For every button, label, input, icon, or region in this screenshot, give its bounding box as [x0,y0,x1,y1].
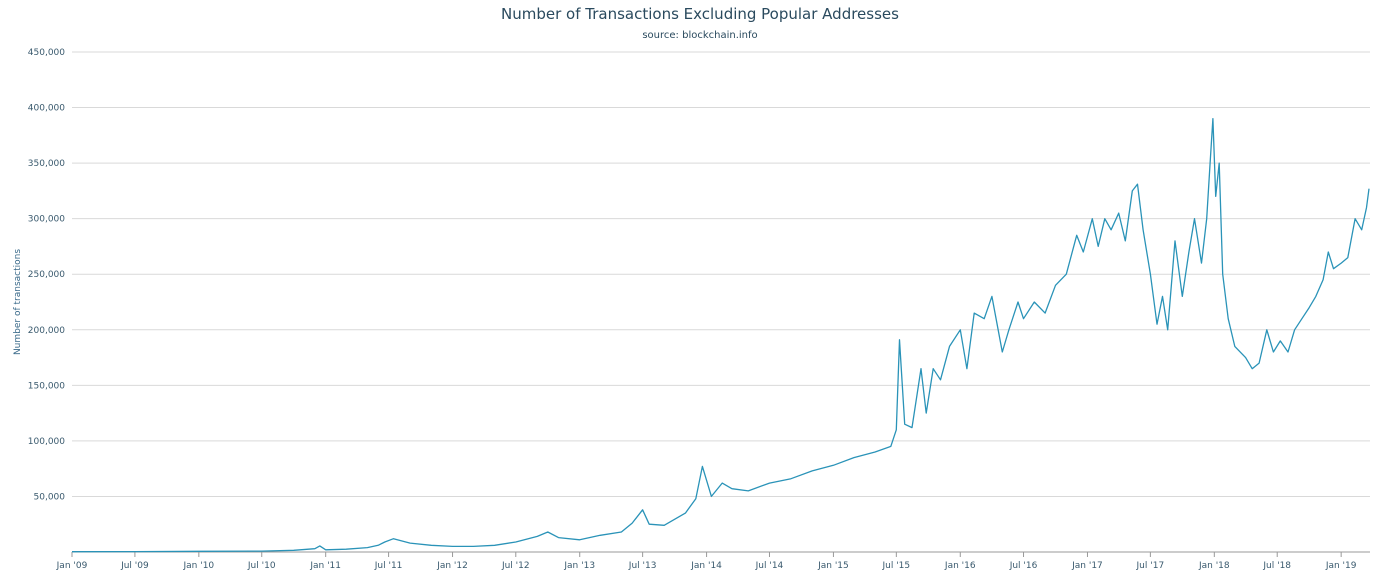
chart-title: Number of Transactions Excluding Popular… [501,5,899,23]
x-tick-label: Jul '18 [1262,561,1291,571]
y-axis-label: Number of transactions [13,249,23,355]
x-tick-label: Jan '19 [1325,561,1357,571]
x-tick-label: Jul '14 [755,561,784,571]
x-tick-label: Jan '13 [563,561,595,571]
x-tick-label: Jan '10 [183,561,215,571]
x-tick-label: Jul '10 [247,561,276,571]
x-tick-label: Jul '16 [1009,561,1038,571]
x-tick-label: Jul '17 [1136,561,1165,571]
x-tick-label: Jan '17 [1071,561,1103,571]
y-tick-label: 150,000 [28,381,65,391]
y-tick-label: 50,000 [34,492,66,502]
y-tick-label: 350,000 [28,159,65,169]
x-tick-label: Jan '09 [56,561,88,571]
y-tick-label: 200,000 [28,326,65,336]
x-axis-ticks: Jan '09 Jul '09 Jan '10 Jul '10 Jan '11 Jul '… [56,552,1357,571]
gridlines [72,51,1370,497]
x-tick-label: Jan '18 [1198,561,1230,571]
y-axis-ticks: 50,000 100,000 150,000 200,000 250,000 300,00… [28,48,65,502]
x-tick-label: Jan '16 [944,561,976,571]
chart-subtitle: source: blockchain.info [642,30,757,41]
x-tick-label: Jan '15 [817,561,849,571]
x-tick-label: Jan '11 [309,561,341,571]
x-tick-label: Jul '15 [881,561,910,571]
y-tick-label: 100,000 [28,437,65,447]
x-tick-label: Jul '11 [374,561,403,571]
x-tick-label: Jan '12 [436,561,468,571]
x-tick-label: Jul '12 [501,561,530,571]
x-tick-label: Jul '09 [120,561,149,571]
series-line-transactions [71,118,1370,553]
y-tick-label: 300,000 [28,215,65,225]
x-tick-label: Jul '13 [628,561,657,571]
y-tick-label: 250,000 [28,270,65,280]
x-tick-label: Jan '14 [690,561,722,571]
y-tick-label: 450,000 [28,48,65,58]
y-tick-label: 400,000 [28,104,65,114]
